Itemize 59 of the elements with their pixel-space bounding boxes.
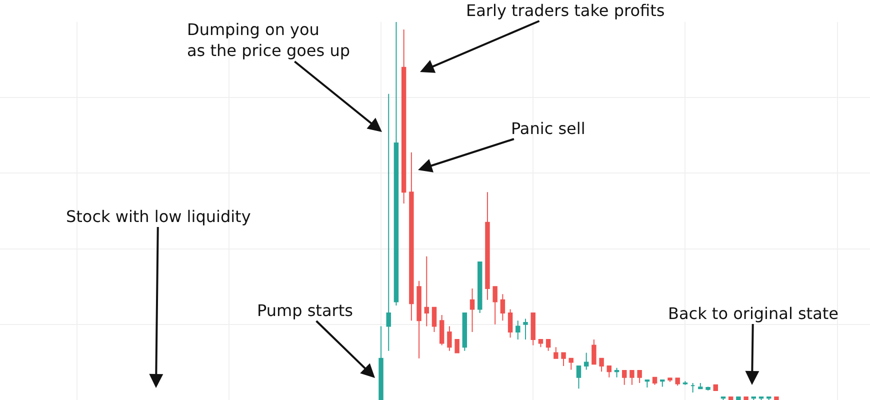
- candlestick: [576, 365, 582, 390]
- candlestick: [614, 367, 620, 378]
- candlestick: [744, 396, 748, 400]
- candlestick: [758, 396, 764, 400]
- candlestick: [409, 152, 414, 322]
- candlestick: [432, 306, 437, 332]
- candlestick: [599, 358, 604, 372]
- candlestick: [447, 326, 452, 352]
- candlestick: [584, 352, 589, 370]
- candlestick: [622, 370, 627, 386]
- candlestick: [698, 382, 703, 390]
- candlestick: [538, 339, 544, 348]
- candlestick: [508, 308, 513, 338]
- candlestick: [416, 280, 422, 359]
- candlestick: [728, 396, 734, 400]
- candlestick: [592, 339, 596, 365]
- candlestick: [470, 288, 475, 332]
- candlestick: [751, 396, 756, 400]
- candlestick: [774, 396, 779, 400]
- candlestick: [561, 352, 566, 366]
- candlestick: [485, 192, 490, 300]
- candlestick: [606, 365, 612, 378]
- text: Dumping on you as the price goes up: [187, 20, 350, 60]
- candlestick: [439, 314, 444, 346]
- annotation: Panic sell: [511, 119, 586, 138]
- candlestick: [462, 312, 468, 352]
- candlestick: [630, 370, 634, 386]
- candlestick: [668, 378, 672, 382]
- candlestick: [675, 378, 680, 386]
- candlestick: [523, 318, 528, 340]
- text: Stock with low liquidity: [66, 207, 251, 226]
- candlestick: [637, 370, 642, 384]
- candlestick: [568, 358, 574, 370]
- candlestick: [546, 339, 551, 352]
- candlestick: [516, 320, 520, 340]
- candlestick: [394, 22, 399, 306]
- candlestick: [386, 93, 391, 352]
- candlestick: [530, 312, 536, 346]
- candlestick: [736, 396, 741, 400]
- candlestick: [720, 396, 726, 400]
- candlestick: [424, 256, 429, 327]
- candlestick: [454, 339, 460, 354]
- candlestick: [401, 29, 406, 204]
- candlestick: [682, 380, 688, 386]
- candlestick: [378, 326, 384, 400]
- candlestick: [492, 286, 498, 325]
- candlestick: [660, 379, 665, 388]
- candlestick: [713, 384, 718, 392]
- text: Pump starts: [257, 301, 353, 320]
- candlestick: [554, 346, 558, 359]
- annotation: Back to original state: [668, 304, 838, 323]
- candlestick: [706, 386, 710, 392]
- candlestick: [644, 379, 650, 388]
- candlestick: [478, 262, 482, 314]
- candlestick: [500, 294, 506, 322]
- candlestick: [652, 376, 658, 386]
- candlestick: [690, 382, 696, 393]
- text: Early traders take profits: [466, 1, 665, 20]
- candlestick: [766, 396, 772, 400]
